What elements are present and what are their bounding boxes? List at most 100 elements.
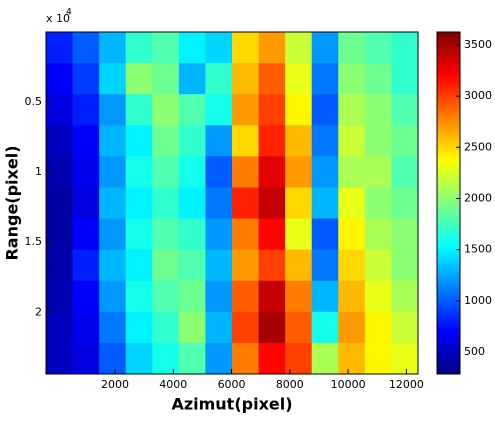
- heatmap-cell: [152, 156, 180, 188]
- heatmap-cell: [46, 187, 74, 220]
- heatmap-cell: [364, 63, 392, 95]
- heatmap-cell: [205, 63, 233, 95]
- heatmap-cell: [125, 342, 153, 375]
- heatmap-cell: [125, 311, 153, 344]
- heatmap-cell: [391, 280, 419, 313]
- heatmap-cell: [311, 311, 339, 344]
- heatmap-cell: [72, 218, 100, 251]
- heatmap-cell: [152, 94, 180, 126]
- heatmap-cell: [258, 280, 286, 313]
- heatmap-cell: [178, 63, 206, 95]
- heatmap-cell: [232, 63, 260, 95]
- heatmap-cell: [391, 32, 419, 64]
- heatmap-cell: [285, 311, 313, 344]
- heatmap-cell: [46, 249, 74, 282]
- heatmap-cell: [99, 63, 127, 95]
- heatmap-cell: [285, 125, 313, 157]
- heatmap-cell: [72, 342, 100, 375]
- heatmap-cell: [205, 311, 233, 344]
- heatmap-cell: [364, 94, 392, 126]
- heatmap-cell: [258, 249, 286, 282]
- heatmap-cell: [152, 342, 180, 375]
- heatmap-cell: [125, 156, 153, 188]
- heatmap-cell: [152, 63, 180, 95]
- y-tick-label: 2: [35, 305, 42, 318]
- heatmap-cell: [391, 125, 419, 157]
- heatmap-cell: [125, 32, 153, 64]
- y-exponent-label: x 10: [46, 12, 70, 25]
- colorbar: [436, 31, 461, 375]
- heatmap-cell: [232, 342, 260, 375]
- heatmap-cell: [99, 218, 127, 251]
- heatmap-cell: [72, 280, 100, 313]
- heatmap-cell: [99, 249, 127, 282]
- heatmap-cell: [338, 32, 366, 64]
- heatmap-cell: [205, 280, 233, 313]
- heatmap-cell: [311, 125, 339, 157]
- heatmap-cell: [364, 125, 392, 157]
- heatmap-cell: [125, 218, 153, 251]
- heatmap-cell: [99, 311, 127, 344]
- heatmap-cell: [72, 32, 100, 64]
- x-tick-label: 2000: [101, 378, 129, 391]
- heatmap-cell: [232, 311, 260, 344]
- heatmap-cell: [152, 311, 180, 344]
- heatmap-cell: [391, 311, 419, 344]
- y-tick-label: 1: [35, 165, 42, 178]
- heatmap-cell: [72, 156, 100, 188]
- heatmap-cell: [46, 311, 74, 344]
- heatmap-cell: [338, 125, 366, 157]
- heatmap-cell: [46, 94, 74, 126]
- heatmap-cell: [338, 156, 366, 188]
- heatmap-cell: [311, 156, 339, 188]
- colorbar-tick-label: 3000: [464, 89, 492, 102]
- heatmap-cell: [258, 32, 286, 64]
- heatmap-cell: [46, 125, 74, 157]
- heatmap-cell: [205, 187, 233, 220]
- heatmap-cell: [311, 187, 339, 220]
- heatmap-cell: [391, 187, 419, 220]
- heatmap-cell: [205, 249, 233, 282]
- heatmap-cell: [311, 218, 339, 251]
- heatmap-cell: [311, 280, 339, 313]
- heatmap-cell: [285, 249, 313, 282]
- heatmap-cell: [152, 218, 180, 251]
- heatmap-cell: [338, 280, 366, 313]
- heatmap-cell: [232, 156, 260, 188]
- heatmap-cell: [258, 311, 286, 344]
- heatmap-cell: [258, 94, 286, 126]
- heatmap-cell: [338, 187, 366, 220]
- heatmap-cell: [232, 125, 260, 157]
- heatmap-cell: [125, 249, 153, 282]
- heatmap-cell: [72, 249, 100, 282]
- heatmap-cell: [338, 63, 366, 95]
- heatmap-cell: [338, 249, 366, 282]
- colorbar-tick-label: 1500: [464, 243, 492, 256]
- heatmap-cell: [125, 280, 153, 313]
- heatmap-cell: [258, 218, 286, 251]
- heatmap-cell: [285, 218, 313, 251]
- heatmap-cell: [338, 311, 366, 344]
- heatmap-cell: [232, 94, 260, 126]
- colorbar-tick-label: 500: [464, 345, 485, 358]
- y-exponent: 4: [66, 8, 72, 18]
- heatmap-cell: [311, 32, 339, 64]
- heatmap-cell: [364, 249, 392, 282]
- heatmap-cell: [46, 280, 74, 313]
- heatmap-cell: [178, 125, 206, 157]
- heatmap-cell: [72, 63, 100, 95]
- heatmap-cell: [232, 32, 260, 64]
- heatmap-cell: [99, 156, 127, 188]
- heatmap-cell: [178, 156, 206, 188]
- heatmap-cell: [99, 32, 127, 64]
- heatmap-cell: [391, 249, 419, 282]
- heatmap-cell: [125, 187, 153, 220]
- x-tick-label: 8000: [276, 378, 304, 391]
- heatmap-cell: [205, 342, 233, 375]
- heatmap-cell: [391, 63, 419, 95]
- heatmap-cell: [46, 63, 74, 95]
- heatmap-cell: [178, 94, 206, 126]
- heatmap-cell: [285, 63, 313, 95]
- heatmap-cell: [391, 218, 419, 251]
